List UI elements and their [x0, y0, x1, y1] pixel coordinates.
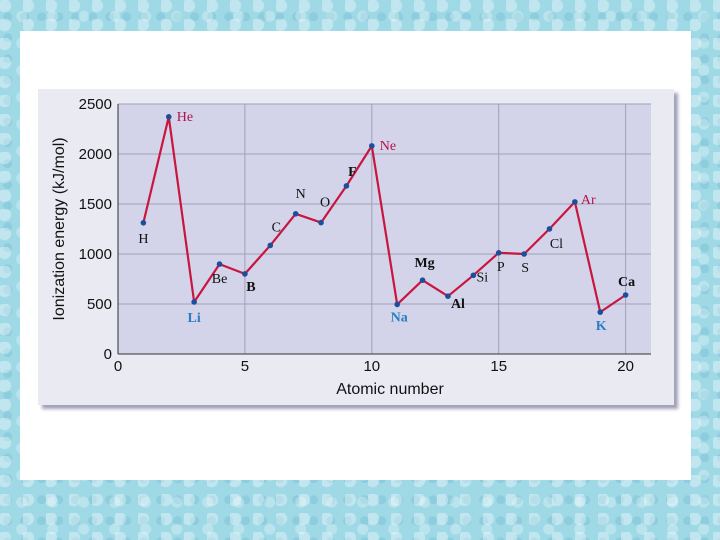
element-label-si: Si	[476, 270, 488, 285]
element-label-h: H	[138, 232, 148, 247]
x-tick-label-10: 10	[363, 358, 380, 375]
x-axis-title: Atomic number	[336, 381, 444, 398]
series-line	[142, 115, 627, 314]
element-label-li: Li	[188, 311, 201, 326]
data-point-c	[267, 242, 274, 249]
element-label-he: He	[177, 110, 193, 125]
data-point-ne	[369, 143, 375, 149]
x-axis-ticks: 0 5 10 15 20	[114, 358, 634, 375]
data-point-al	[445, 293, 451, 300]
data-point-o	[318, 219, 324, 226]
element-label-na: Na	[391, 310, 408, 325]
element-label-n: N	[296, 187, 306, 202]
y-tick-label-1000: 1000	[79, 246, 112, 263]
element-label-ca: Ca	[618, 275, 635, 290]
element-label-s: S	[521, 261, 529, 276]
y-axis-title: Ionization energy (kJ/mol)	[51, 137, 68, 320]
data-point-n	[292, 211, 299, 217]
data-point-na	[394, 301, 400, 308]
ionization-energy-chart: 0 500 1000 1500 2000 2500 0 5 10 15 20 Ionization…	[38, 89, 674, 405]
element-label-mg: Mg	[414, 256, 434, 271]
y-axis-ticks: 0 500 1000 1500 2000 2500	[79, 96, 112, 363]
element-label-f: F	[348, 165, 357, 180]
element-label-p: P	[497, 260, 505, 275]
x-tick-label-15: 15	[490, 358, 507, 375]
axes	[117, 104, 651, 355]
data-point-be	[216, 261, 223, 267]
element-label-al: Al	[451, 297, 465, 312]
y-tick-label-2500: 2500	[79, 96, 112, 113]
element-label-cl: Cl	[550, 237, 563, 252]
data-point-h	[140, 220, 147, 226]
element-label-be: Be	[212, 272, 228, 287]
data-point-k	[597, 309, 604, 315]
element-label-b: B	[246, 280, 255, 295]
y-tick-label-500: 500	[87, 296, 112, 313]
grid-lines	[118, 103, 651, 354]
element-label-ne: Ne	[380, 139, 396, 154]
y-tick-label-0: 0	[104, 346, 112, 363]
data-point-ar	[572, 199, 578, 205]
data-point-si	[470, 272, 477, 279]
data-point-s	[521, 251, 527, 257]
element-label-c: C	[272, 220, 281, 235]
x-tick-label-5: 5	[241, 358, 249, 375]
data-point-mg	[419, 277, 426, 283]
data-point-p	[495, 250, 502, 256]
slide: 0 500 1000 1500 2000 2500 0 5 10 15 20 Ionization…	[20, 31, 691, 480]
y-tick-label-1500: 1500	[79, 196, 112, 213]
x-tick-label-0: 0	[114, 358, 122, 375]
element-labels: H He Li Be B C NO F Ne Na Mg Al Si P S Cl Ar K Ca	[138, 110, 635, 334]
data-point-b	[242, 271, 248, 277]
data-point-he	[165, 114, 172, 120]
data-points	[140, 114, 629, 315]
data-point-f	[343, 183, 350, 189]
data-point-ca	[622, 292, 629, 298]
y-tick-label-2000: 2000	[79, 146, 112, 163]
data-point-cl	[546, 226, 553, 232]
data-point-li	[191, 299, 197, 305]
element-label-ar: Ar	[581, 193, 596, 208]
element-label-k: K	[596, 319, 607, 334]
x-tick-label-20: 20	[617, 358, 634, 375]
element-label-o: O	[320, 196, 330, 211]
